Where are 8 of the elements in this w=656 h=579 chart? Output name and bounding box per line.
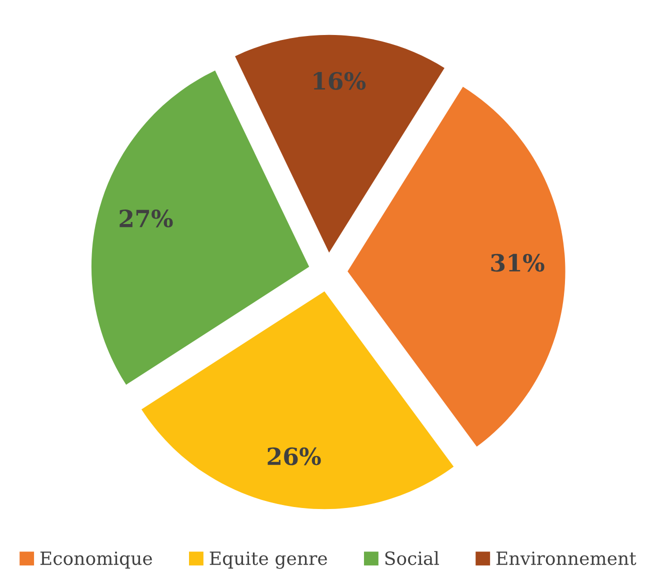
legend-label: Environnement: [496, 552, 636, 566]
legend-label: Equite genre: [210, 552, 327, 569]
data-label: 16%: [314, 72, 366, 90]
legend-label: Economique: [40, 552, 152, 569]
data-label: 26%: [268, 447, 321, 466]
legend-label: Social: [385, 551, 439, 566]
data-label: 31%: [491, 254, 544, 272]
data-label: 27%: [120, 210, 173, 228]
